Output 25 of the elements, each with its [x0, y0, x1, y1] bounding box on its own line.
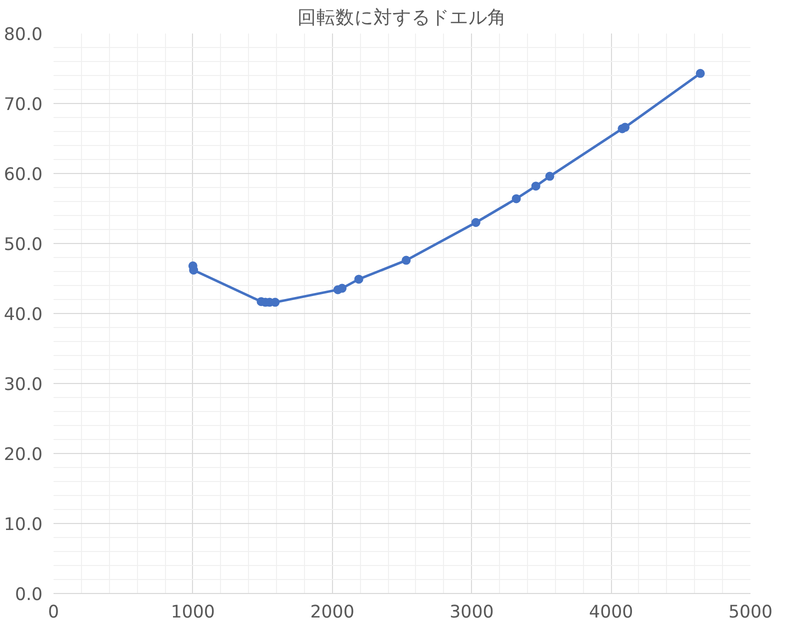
point	[620, 122, 630, 132]
x-tick-label: 1000	[170, 602, 215, 622]
y-tick-label: 70.0	[4, 95, 43, 115]
y-tick-label: 10.0	[4, 515, 43, 535]
x-tick-label: 3000	[450, 602, 494, 622]
point	[696, 68, 705, 78]
y-tick-label: 40.0	[4, 305, 43, 325]
y-tick-label: 80.0	[4, 25, 43, 45]
x-tick-label: 5000	[728, 602, 773, 622]
point	[512, 194, 521, 204]
y-tick-label: 0.0	[14, 585, 43, 605]
x-tick-label: 4000	[589, 602, 634, 622]
point	[471, 218, 480, 227]
point	[531, 182, 540, 191]
point	[354, 274, 364, 284]
x-tick-label: 0	[48, 602, 60, 622]
point	[402, 256, 411, 265]
y-tick-label: 50.0	[4, 235, 43, 255]
chart-title: 回転数に対するドエル角	[298, 6, 506, 28]
y-tick-label: 60.0	[4, 165, 43, 185]
y-tick-label: 20.0	[4, 445, 43, 465]
point	[338, 284, 347, 293]
y-tick-label: 30.0	[4, 375, 43, 395]
x-tick-label: 2000	[310, 602, 354, 622]
point	[545, 172, 554, 181]
